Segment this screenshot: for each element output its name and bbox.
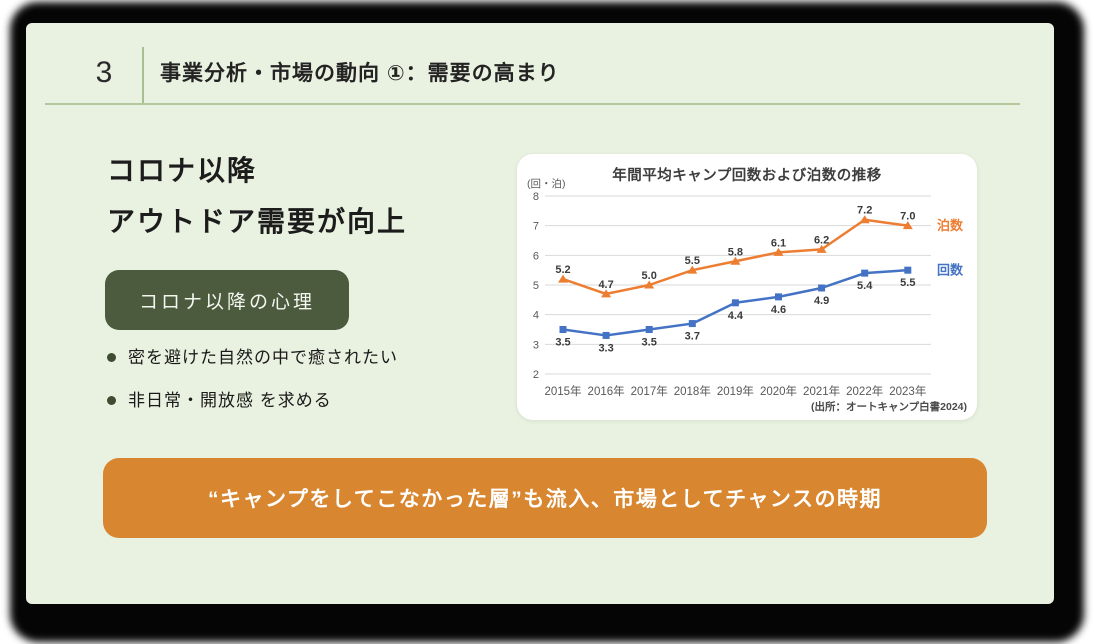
bullet-dot-icon <box>107 353 116 362</box>
x-tick-label: 2022年 <box>846 384 883 398</box>
main-heading: コロナ以降 アウトドア需要が向上 <box>107 145 407 247</box>
data-label: 4.4 <box>728 310 744 322</box>
square-marker-icon <box>904 266 912 274</box>
triangle-marker-icon <box>558 274 568 283</box>
data-label: 3.7 <box>685 331 700 343</box>
data-label: 5.5 <box>900 277 915 289</box>
triangle-marker-icon <box>859 215 870 224</box>
data-label: 3.5 <box>555 337 570 349</box>
square-marker-icon <box>645 326 653 333</box>
heading-line-2: アウトドア需要が向上 <box>107 206 408 237</box>
data-label: 6.2 <box>814 234 829 246</box>
bullet-text: 非日常・開放感 を求める <box>128 391 332 410</box>
y-tick-label: 5 <box>533 280 539 292</box>
data-label: 7.2 <box>857 205 872 217</box>
legend-label-series-1: 回数 <box>937 263 964 278</box>
data-label: 6.1 <box>771 237 786 249</box>
camp-trend-line-chart: 2 3 4 5 6 7 8 2015年 2016年 2017年 2018年 2019年 2020年 202… <box>533 191 964 398</box>
x-tick-label: 2021年 <box>803 384 840 398</box>
x-tick-label: 2018年 <box>674 384 711 398</box>
bullet-text: 密を避けた自然の中で癒されたい <box>128 348 398 367</box>
y-tick-label: 6 <box>533 250 539 262</box>
x-tick-label: 2016年 <box>588 384 625 398</box>
data-label: 7.0 <box>900 211 915 223</box>
header-underline <box>45 103 1020 105</box>
triangle-marker-icon <box>816 244 827 253</box>
triangle-marker-icon <box>644 280 655 289</box>
chart-source: (出所：オートキャンプ白書2024) <box>810 401 967 413</box>
data-label: 3.5 <box>642 337 657 349</box>
square-marker-icon <box>775 293 782 301</box>
triangle-marker-icon <box>902 221 913 230</box>
chart-y-unit-label: (回・泊) <box>527 178 566 190</box>
legend-label-series-0: 泊数 <box>937 218 964 233</box>
bullet-dot-icon <box>107 396 116 405</box>
square-marker-icon <box>861 269 869 277</box>
triangle-marker-icon <box>730 256 741 265</box>
data-label: 5.0 <box>642 270 657 282</box>
psychology-badge: コロナ以降の心理 <box>105 270 349 330</box>
list-item: 非日常・開放感 を求める <box>107 388 398 414</box>
header-vertical-divider <box>142 47 144 104</box>
y-tick-label: 3 <box>533 339 539 351</box>
data-label: 4.6 <box>771 304 786 316</box>
conclusion-banner: “キャンプをしてこなかった層”も流入、市場としてチャンスの時期 <box>103 458 987 538</box>
camp-trend-chart-card: 年間平均キャンプ回数および泊数の推移 (回・泊) 2 3 4 5 6 7 8 2015年 201… <box>517 154 977 420</box>
x-tick-label: 2020年 <box>760 384 797 398</box>
slide-number: 3 <box>95 56 113 89</box>
y-tick-label: 7 <box>533 221 539 233</box>
triangle-marker-icon <box>773 247 784 256</box>
data-label: 3.3 <box>598 342 613 354</box>
square-marker-icon <box>559 326 567 333</box>
x-tick-label: 2019年 <box>717 384 754 398</box>
psychology-badge-label: コロナ以降の心理 <box>138 291 315 313</box>
y-tick-label: 4 <box>533 310 539 322</box>
square-marker-icon <box>731 299 739 307</box>
square-marker-icon <box>818 284 826 292</box>
list-item: 密を避けた自然の中で癒されたい <box>107 345 398 371</box>
data-label: 5.5 <box>685 255 700 267</box>
y-tick-label: 8 <box>533 191 539 203</box>
slide: 3 事業分析・市場の動向 ①：需要の高まり コロナ以降 アウトドア需要が向上 コ… <box>26 23 1054 604</box>
data-label: 5.8 <box>728 246 743 258</box>
bullet-list: 密を避けた自然の中で癒されたい 非日常・開放感 を求める <box>107 345 398 431</box>
x-tick-label: 2023年 <box>889 384 926 398</box>
conclusion-banner-text: “キャンプをしてこなかった層”も流入、市場としてチャンスの時期 <box>208 488 882 511</box>
data-label: 4.9 <box>814 295 829 307</box>
x-tick-label: 2015年 <box>544 384 581 398</box>
triangle-marker-icon <box>687 265 698 274</box>
data-label: 4.7 <box>598 279 613 291</box>
x-tick-label: 2017年 <box>631 384 668 398</box>
heading-line-1: コロナ以降 <box>107 155 258 186</box>
data-label: 5.2 <box>555 264 570 276</box>
y-tick-label: 2 <box>533 369 539 381</box>
data-label: 5.4 <box>857 280 873 292</box>
chart-title: 年間平均キャンプ回数および泊数の推移 <box>612 168 882 184</box>
square-marker-icon <box>688 320 696 328</box>
slide-title: 事業分析・市場の動向 ①：需要の高まり <box>160 62 560 85</box>
square-marker-icon <box>602 331 610 339</box>
triangle-marker-icon <box>601 289 612 298</box>
